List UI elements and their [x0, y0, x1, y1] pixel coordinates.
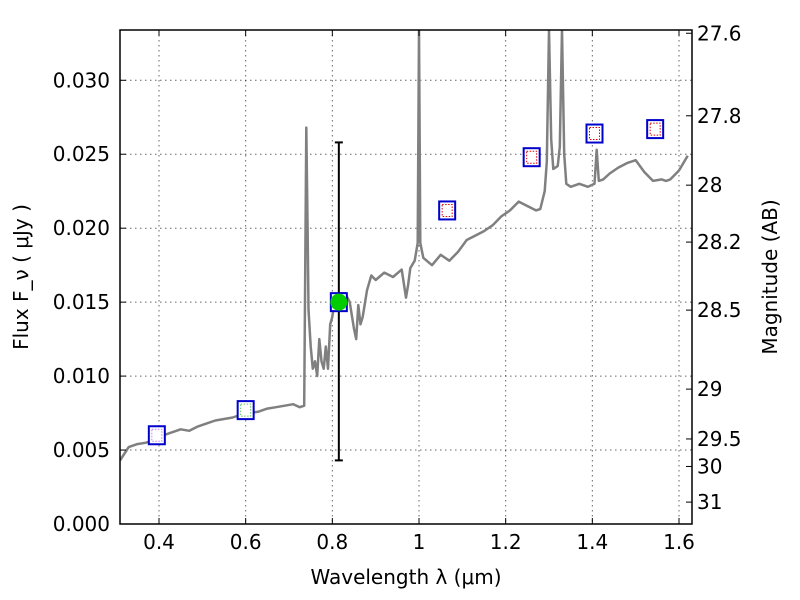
plot-frame	[119, 29, 693, 525]
model-point	[240, 403, 252, 417]
model-point	[649, 122, 661, 136]
y-tick-label: 0.030	[53, 68, 110, 92]
right-tick-label: 27.6	[697, 21, 742, 45]
right-tick-label: 29	[697, 377, 722, 401]
y-tick-label: 0.025	[53, 142, 110, 166]
y-tick-label: 0.015	[53, 290, 110, 314]
right-axis-label: Magnitude (AB)	[758, 199, 782, 354]
right-tick-label: 28.2	[697, 230, 742, 254]
model-point	[526, 150, 538, 164]
y-tick-label: 0.020	[53, 216, 110, 240]
x-tick-label: 1	[413, 530, 426, 554]
right-tick-label: 28.5	[697, 298, 742, 322]
y-tick-label: 0.010	[53, 364, 110, 388]
x-tick-label: 0.8	[316, 530, 348, 554]
x-tick-label: 1.2	[490, 530, 522, 554]
right-tick-label: 27.8	[697, 104, 742, 128]
model-point	[151, 428, 163, 442]
measured-point	[330, 293, 348, 311]
photometry-box	[147, 425, 166, 446]
photometry-box	[438, 200, 457, 221]
plot-background	[120, 30, 692, 524]
y-tick-label: 0.000	[53, 512, 110, 536]
right-tick-label: 28	[697, 173, 722, 197]
ticks: 0.4 0.6 0.8 1 1.2 1.4 1.6 0.000 0.005 0.010 0.015 0…	[53, 21, 742, 554]
photometry-box	[236, 400, 255, 421]
photometry-box	[585, 123, 604, 144]
spectrum-line	[120, 30, 689, 462]
photometry-box	[646, 119, 665, 140]
y-tick-label: 0.005	[53, 438, 110, 462]
plot-area	[120, 30, 689, 462]
y-axis-label: Flux F_ν ( μJy )	[9, 204, 33, 350]
right-tick-label: 30	[697, 454, 722, 478]
x-tick-label: 1.4	[576, 530, 608, 554]
model-point	[589, 127, 600, 141]
markers	[147, 119, 665, 462]
right-tick-label: 29.5	[697, 427, 742, 451]
x-tick-label: 0.6	[230, 530, 262, 554]
x-tick-label: 0.4	[143, 530, 175, 554]
x-tick-label: 1.6	[663, 530, 695, 554]
right-tick-label: 31	[697, 490, 722, 514]
x-axis-label: Wavelength λ (μm)	[310, 565, 501, 589]
model-point	[441, 203, 453, 217]
photometry-box	[522, 147, 541, 168]
